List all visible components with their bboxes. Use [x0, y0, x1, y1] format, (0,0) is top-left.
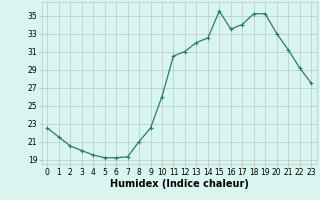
X-axis label: Humidex (Indice chaleur): Humidex (Indice chaleur) — [110, 179, 249, 189]
